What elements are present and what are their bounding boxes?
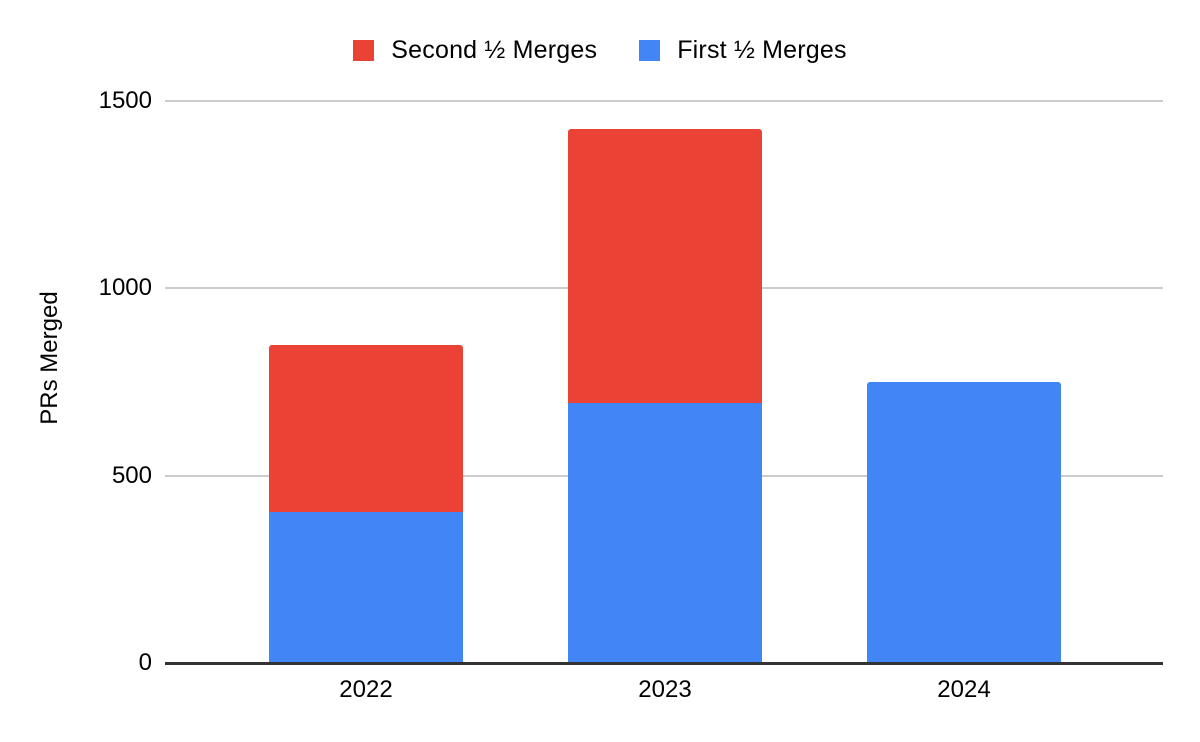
x-axis-line	[165, 662, 1163, 665]
legend-label-second-half-merges: Second ½ Merges	[391, 36, 598, 64]
x-tick-label: 2022	[339, 676, 393, 703]
bar-segment	[867, 382, 1061, 663]
legend-item-second-half-merges: Second ½ Merges	[353, 36, 597, 65]
bar-segment	[269, 345, 463, 512]
gridline	[165, 100, 1163, 102]
legend-label-first-half-merges: First ½ Merges	[677, 36, 847, 64]
bar-segment	[568, 403, 762, 663]
y-tick-label: 1000	[98, 274, 152, 301]
x-tick-label: 2024	[937, 676, 991, 703]
bar-segment	[269, 511, 463, 663]
bar-segment	[568, 129, 762, 403]
y-tick-label: 500	[111, 462, 152, 489]
legend-item-first-half-merges: First ½ Merges	[639, 36, 847, 65]
legend: Second ½ Merges First ½ Merges	[0, 36, 1200, 65]
legend-swatch-red	[353, 40, 375, 61]
y-tick-label: 0	[138, 649, 152, 676]
legend-swatch-blue	[639, 40, 661, 61]
x-tick-label: 2023	[638, 676, 692, 703]
y-tick-label: 1500	[98, 87, 152, 114]
